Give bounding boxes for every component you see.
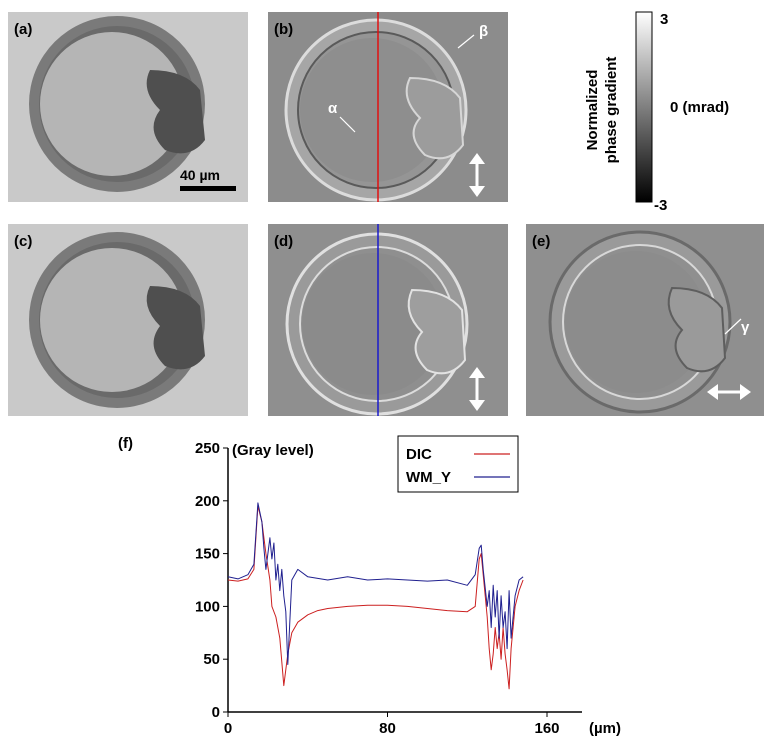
- y-tick-label: 0: [212, 704, 220, 721]
- marker-alpha: α: [328, 100, 338, 117]
- legend-box: [397, 435, 519, 493]
- panel-label-f: (f): [118, 435, 133, 452]
- scale-bar-label: 40 µm: [180, 167, 220, 183]
- cell-interior: [40, 248, 184, 392]
- shear-direction-horizontal-icon: [707, 384, 751, 400]
- scale-bar: [180, 186, 236, 191]
- marker-gamma: γ: [741, 319, 750, 336]
- y-tick-label: 50: [203, 651, 220, 668]
- y-tick-label: 150: [195, 546, 220, 563]
- series-line-wm-y: [227, 502, 524, 665]
- panel-label-d: (d): [274, 233, 293, 250]
- panel-e: (e) γ: [526, 224, 764, 416]
- panel-b: (b) α β: [268, 12, 508, 202]
- cell-interior: [302, 253, 444, 395]
- marker-beta-pointer: [457, 34, 475, 49]
- panel-label-c: (c): [14, 233, 32, 250]
- colorbar-title-line1: Normalized: [584, 70, 601, 151]
- colorbar: 3 0 (mrad) -3 Normalized phase gradient: [584, 11, 729, 214]
- y-tick-label: 100: [195, 598, 220, 615]
- series-lines: [227, 502, 524, 690]
- y-tick-label: 250: [195, 440, 220, 457]
- y-ticks: 0 50 100 150 200 250: [195, 440, 228, 721]
- marker-alpha-pointer: [339, 116, 356, 133]
- legend-label-dic: DIC: [406, 446, 432, 463]
- colorbar-min: -3: [654, 197, 667, 214]
- shear-direction-vertical-icon: [469, 153, 485, 197]
- embryo-mass: [146, 70, 205, 154]
- series-line-dic: [227, 505, 524, 690]
- y-axis-label: (Gray level): [232, 442, 314, 459]
- panel-label-b: (b): [274, 21, 293, 38]
- colorbar-gradient: [635, 11, 653, 203]
- embryo-mass: [405, 76, 465, 160]
- x-ticks: 0 80 160: [224, 712, 560, 737]
- shear-direction-vertical-icon: [469, 367, 485, 411]
- panel-c: (c): [8, 224, 248, 416]
- panel-label-e: (e): [532, 233, 550, 250]
- embryo-mass: [667, 286, 727, 373]
- embryo-mass: [146, 286, 205, 370]
- cell-interior: [40, 32, 184, 176]
- panel-d: (d): [268, 224, 508, 416]
- y-tick-label: 200: [195, 493, 220, 510]
- panel-a: (a) 40 µm: [8, 12, 248, 202]
- colorbar-max: 3: [660, 11, 668, 28]
- colorbar-title-line2: phase gradient: [603, 57, 620, 164]
- cell-interior: [300, 38, 444, 182]
- cell-interior: [565, 251, 707, 393]
- line-chart: 0 50 100 150 200 250 0 80 160: [195, 440, 582, 737]
- x-tick-label: 0: [224, 720, 232, 737]
- marker-beta: β: [479, 23, 488, 40]
- marker-gamma-pointer: [724, 318, 742, 335]
- legend: DIC WM_Y: [397, 435, 519, 493]
- x-tick-label: 160: [534, 720, 559, 737]
- x-axis-unit: (µm): [589, 720, 621, 737]
- colorbar-mid: 0 (mrad): [670, 99, 729, 116]
- legend-label-wm-y: WM_Y: [406, 469, 451, 486]
- panel-label-a: (a): [14, 21, 32, 38]
- embryo-mass: [407, 288, 467, 375]
- x-tick-label: 80: [379, 720, 396, 737]
